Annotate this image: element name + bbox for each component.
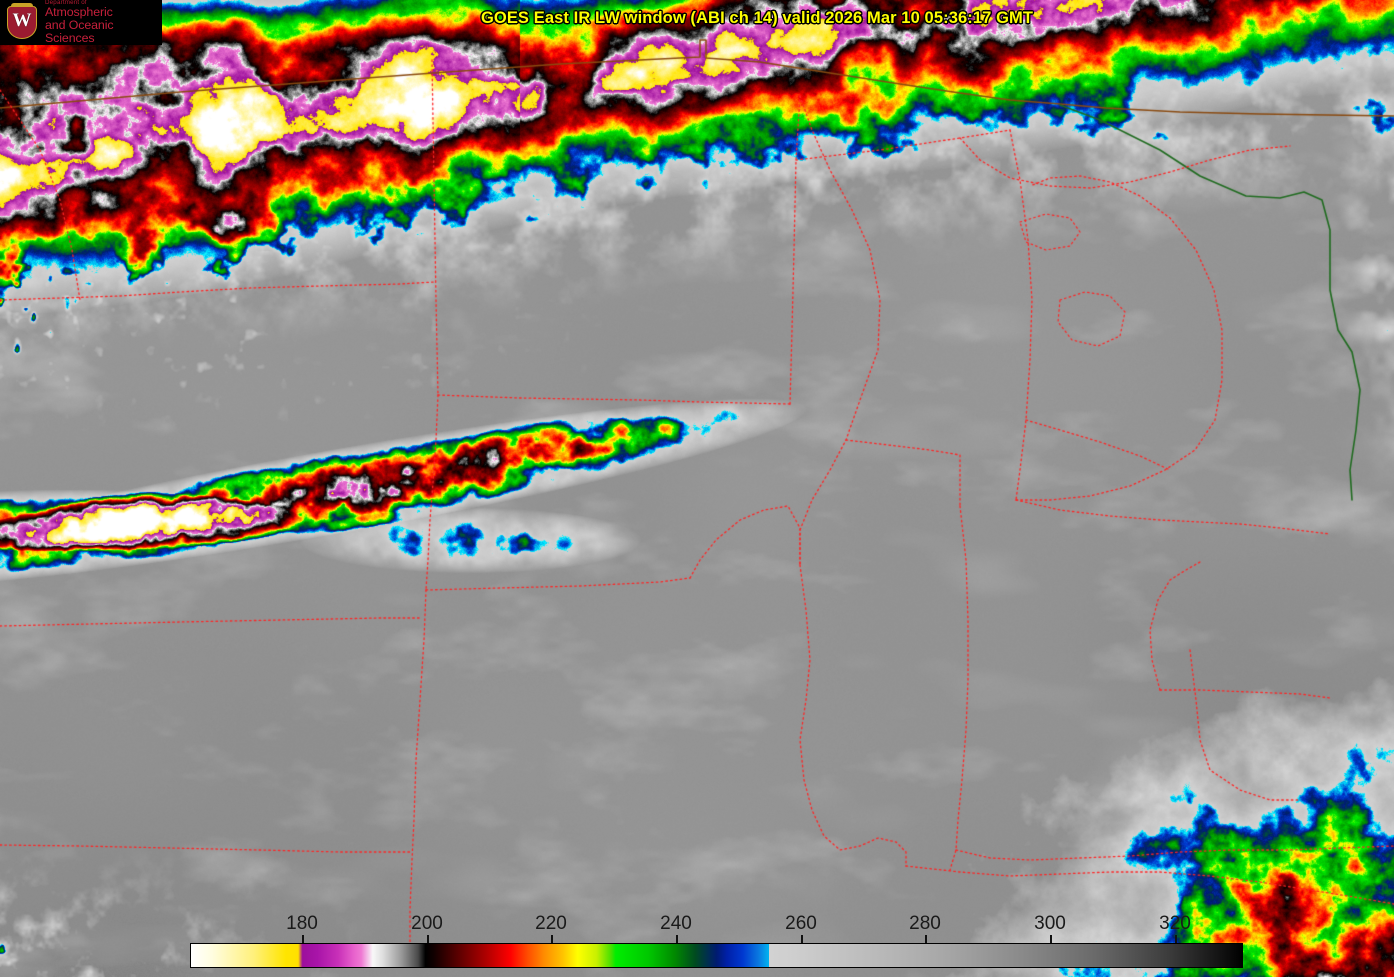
colorbar-tick-label: 280 <box>909 913 941 934</box>
colorbar-tick-label: 320 <box>1159 913 1191 934</box>
colorbar-tick <box>302 935 304 943</box>
colorbar-tick <box>925 935 927 943</box>
colorbar-tick-label: 240 <box>660 913 692 934</box>
crest-shield <box>7 5 37 39</box>
colorbar-gradient <box>190 943 1243 968</box>
colorbar-tick-label: 260 <box>785 913 817 934</box>
colorbar-tick-label: 180 <box>286 913 318 934</box>
colorbar-tick-label: 200 <box>411 913 443 934</box>
colorbar-tick <box>427 935 429 943</box>
colorbar-legend: 180 200 220 240 260 280 300 320 <box>190 913 1243 968</box>
uw-crest-icon: W <box>4 2 40 43</box>
colorbar-tick <box>676 935 678 943</box>
colorbar-tick <box>551 935 553 943</box>
logo-line-2: and Oceanic Sciences <box>45 18 114 45</box>
colorbar-tick-label: 220 <box>535 913 567 934</box>
uw-madison-aos-logo: W Department of Atmospheric and Oceanic … <box>0 0 162 45</box>
logo-line-1: Atmospheric <box>45 5 113 20</box>
logo-dept-line: Department of <box>45 0 87 6</box>
colorbar-tick-label: 300 <box>1034 913 1066 934</box>
colorbar-tick <box>801 935 803 943</box>
logo-text-block: Department of Atmospheric and Oceanic Sc… <box>45 0 162 45</box>
colorbar-tick <box>1050 935 1052 943</box>
crest-w-letter: W <box>12 9 32 31</box>
colorbar-tick <box>1175 935 1177 943</box>
